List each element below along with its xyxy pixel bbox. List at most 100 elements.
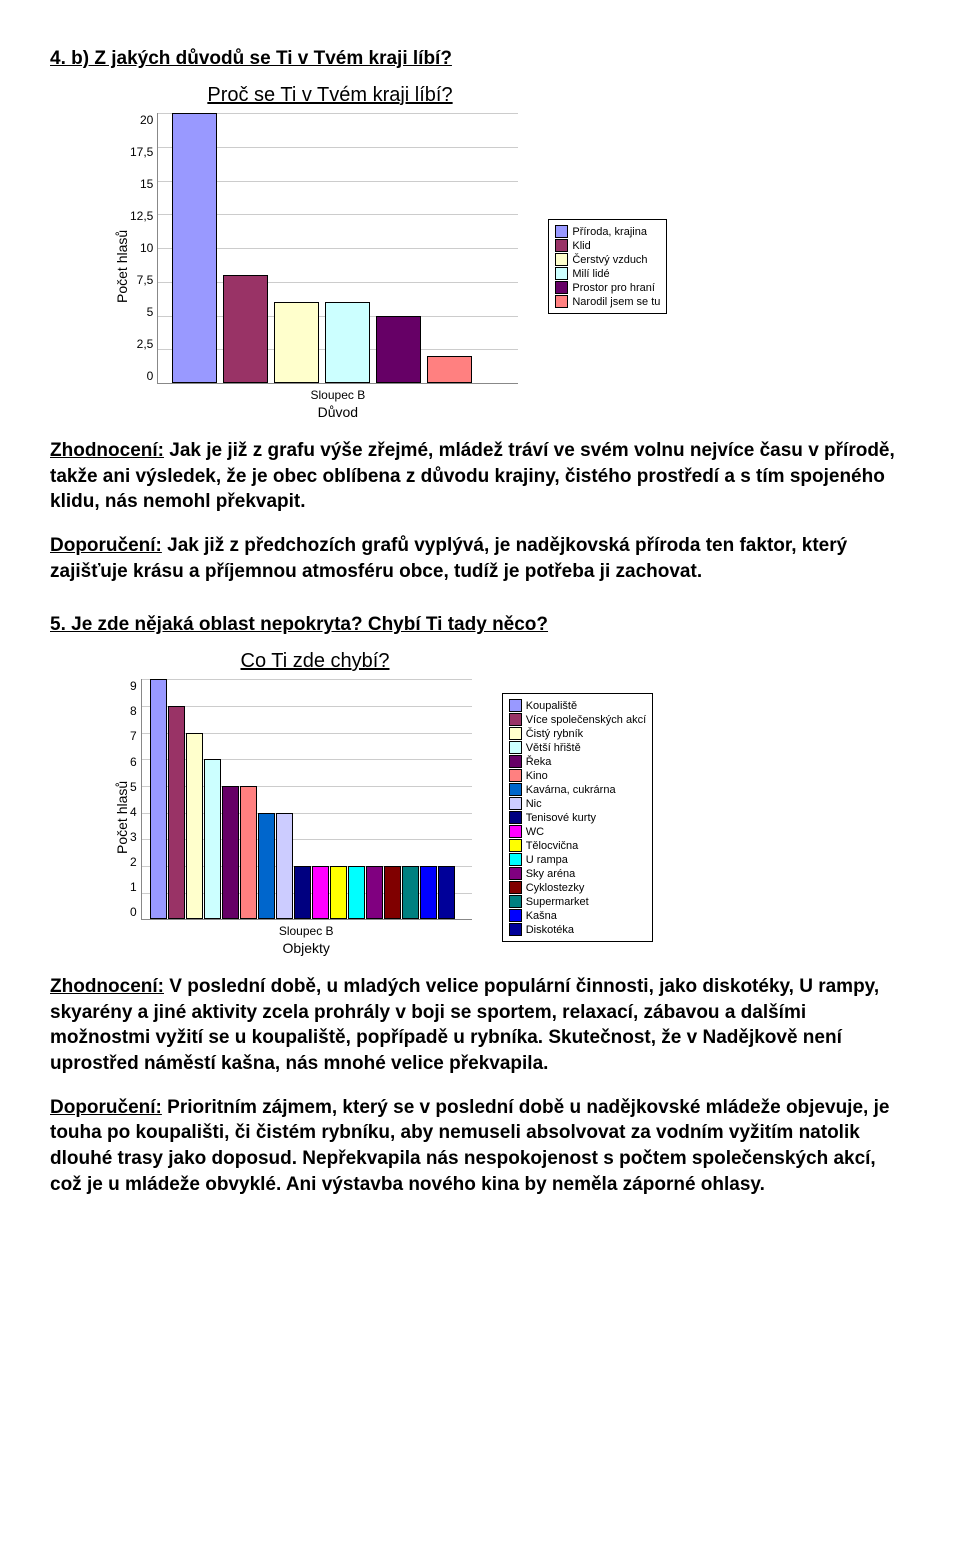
section1-heading: 4. b) Z jakých důvodů se Ti v Tvém kraji… (50, 48, 910, 70)
chart2-plot (141, 679, 472, 920)
legend-row: WC (509, 825, 646, 838)
chart1-y-ticks: 2017,51512,5107,552,50 (130, 113, 157, 383)
legend-label: Větší hřiště (526, 742, 581, 754)
legend-label: Čerstvý vzduch (572, 254, 647, 266)
bar (274, 302, 319, 383)
legend-row: Příroda, krajina (555, 225, 660, 238)
legend-row: Kašna (509, 909, 646, 922)
y-tick: 8 (130, 704, 137, 718)
legend-swatch (509, 699, 522, 712)
legend-label: U rampa (526, 854, 568, 866)
legend-row: Řeka (509, 755, 646, 768)
legend-swatch (509, 713, 522, 726)
legend-label: Kino (526, 770, 548, 782)
bar (276, 813, 293, 920)
legend-swatch (555, 295, 568, 308)
legend-row: Narodil jsem se tu (555, 295, 660, 308)
chart1-x-tick: Sloupec B (157, 388, 518, 402)
bar (312, 866, 329, 919)
bar (325, 302, 370, 383)
legend-swatch (509, 909, 522, 922)
legend-row: Cyklostezky (509, 881, 646, 894)
chart2-y-title: Počet hlasů (110, 679, 130, 956)
legend-swatch (509, 881, 522, 894)
y-tick: 3 (130, 830, 137, 844)
legend-swatch (509, 727, 522, 740)
rec-text: Prioritním zájmem, který se v poslední d… (50, 1097, 889, 1195)
y-tick: 0 (130, 905, 137, 919)
y-tick: 5 (130, 780, 137, 794)
legend-row: Větší hřiště (509, 741, 646, 754)
bar (240, 786, 257, 919)
legend-row: Prostor pro hraní (555, 281, 660, 294)
bar (294, 866, 311, 919)
chart2-x-title: Objekty (141, 940, 472, 956)
legend-swatch (509, 867, 522, 880)
bar (172, 113, 217, 383)
legend-label: Čistý rybník (526, 728, 583, 740)
bar (376, 316, 421, 384)
legend-row: Kino (509, 769, 646, 782)
legend-swatch (509, 825, 522, 838)
bar (222, 786, 239, 919)
legend-row: Tenisové kurty (509, 811, 646, 824)
chart2-bars (142, 679, 472, 919)
bar (330, 866, 347, 919)
chart2-legend: Koupaliště Více společenských akcí Čistý r… (502, 693, 653, 942)
eval-text: Jak je již z grafu výše zřejmé, mládež t… (50, 440, 895, 512)
legend-label: Více společenských akcí (526, 714, 646, 726)
chart1-x-title: Důvod (157, 404, 518, 420)
legend-row: Čerstvý vzduch (555, 253, 660, 266)
legend-label: WC (526, 826, 544, 838)
legend-swatch (555, 281, 568, 294)
y-tick: 20 (130, 113, 153, 127)
legend-label: Klid (572, 240, 590, 252)
legend-label: Řeka (526, 756, 552, 768)
legend-label: Prostor pro hraní (572, 282, 655, 294)
section1-recommendation: Doporučení: Jak již z předchozích grafů … (50, 533, 910, 584)
legend-label: Milí lidé (572, 268, 609, 280)
section1-evaluation: Zhodnocení: Jak je již z grafu výše zřej… (50, 438, 910, 515)
legend-swatch (509, 755, 522, 768)
legend-swatch (555, 267, 568, 280)
rec-text: Jak již z předchozích grafů vyplývá, je … (50, 535, 847, 582)
chart1-legend: Příroda, krajina Klid Čerstvý vzduch Milí l… (548, 219, 667, 314)
legend-label: Diskotéka (526, 924, 574, 936)
y-tick: 12,5 (130, 209, 153, 223)
section2-evaluation: Zhodnocení: V poslední době, u mladých v… (50, 974, 910, 1077)
legend-swatch (509, 853, 522, 866)
legend-label: Koupaliště (526, 700, 577, 712)
eval-text: V poslední době, u mladých velice populá… (50, 976, 879, 1074)
legend-swatch (509, 797, 522, 810)
legend-swatch (509, 895, 522, 908)
y-tick: 15 (130, 177, 153, 191)
y-tick: 9 (130, 679, 137, 693)
legend-row: Sky aréna (509, 867, 646, 880)
legend-label: Sky aréna (526, 868, 576, 880)
chart2-x-tick: Sloupec B (141, 924, 472, 938)
legend-swatch (509, 741, 522, 754)
legend-row: Nic (509, 797, 646, 810)
y-tick: 7,5 (130, 273, 153, 287)
legend-swatch (509, 783, 522, 796)
y-tick: 7 (130, 729, 137, 743)
legend-label: Kašna (526, 910, 557, 922)
bar (348, 866, 365, 919)
legend-label: Tenisové kurty (526, 812, 596, 824)
chart1-title: Proč se Ti v Tvém kraji líbí? (110, 84, 550, 107)
legend-row: Milí lidé (555, 267, 660, 280)
legend-label: Cyklostezky (526, 882, 585, 894)
y-tick: 5 (130, 305, 153, 319)
bar (168, 706, 185, 919)
bar (186, 733, 203, 920)
bar (258, 813, 275, 920)
y-tick: 1 (130, 880, 137, 894)
legend-swatch (509, 769, 522, 782)
legend-row: Diskotéka (509, 923, 646, 936)
chart1: Proč se Ti v Tvém kraji líbí? Počet hlas… (110, 84, 910, 420)
legend-swatch (555, 225, 568, 238)
bar (420, 866, 437, 919)
bar (150, 679, 167, 919)
bar (438, 866, 455, 919)
chart1-bars (158, 113, 518, 383)
